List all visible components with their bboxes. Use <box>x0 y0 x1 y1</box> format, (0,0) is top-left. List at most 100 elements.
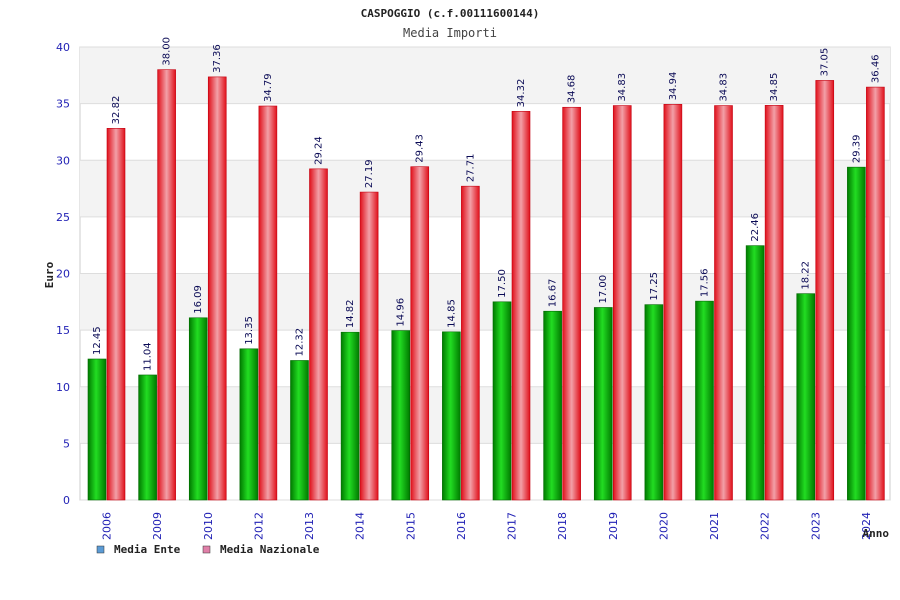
bar-ente <box>340 331 360 501</box>
value-label: 38.00 <box>162 37 173 66</box>
x-axis-ticks: 2006 2009 2010 2012 2013 2014 2015 2016 2017 2018… <box>101 512 873 540</box>
y-axis-ticks: 0 5 10 15 20 25 30 35 40 <box>56 41 70 507</box>
value-label: 34.83 <box>719 73 730 102</box>
y-axis-label: Euro <box>43 261 56 288</box>
value-label: 17.56 <box>700 268 711 297</box>
value-label: 34.32 <box>516 79 527 108</box>
bar-ente <box>492 301 512 501</box>
value-label: 16.67 <box>548 279 559 308</box>
bar-nazionale <box>815 80 835 501</box>
value-label: 17.50 <box>497 269 508 298</box>
value-label: 37.05 <box>820 48 831 77</box>
bar-ente <box>543 310 562 501</box>
value-label: 36.46 <box>870 54 881 83</box>
value-label: 34.68 <box>567 75 578 104</box>
legend: Media Ente Media Nazionale <box>96 543 320 556</box>
chart-subtitle: Media Importi <box>403 26 497 40</box>
bar-ente <box>87 358 107 501</box>
bar-ente <box>442 331 461 501</box>
bar-nazionale <box>714 105 733 501</box>
x-tick-label: 2010 <box>202 512 215 540</box>
y-tick-label: 40 <box>56 41 70 54</box>
value-label: 32.82 <box>111 96 122 125</box>
bar-nazionale <box>461 185 480 501</box>
x-tick-label: 2018 <box>556 512 569 540</box>
bar-ente <box>745 245 765 501</box>
bar-nazionale <box>207 76 227 501</box>
bar-ente <box>138 374 157 501</box>
bar-ente <box>695 300 714 501</box>
value-label: 34.79 <box>263 73 274 102</box>
y-tick-label: 5 <box>63 437 70 450</box>
bar-nazionale <box>612 105 632 501</box>
legend-label: Media Nazionale <box>220 543 320 556</box>
value-labels: 12.45 32.82 11.04 38.00 16.09 37.36 13.35 34.79… <box>92 37 881 371</box>
value-label: 12.32 <box>295 328 306 357</box>
x-tick-label: 2020 <box>657 512 670 540</box>
x-tick-label: 2023 <box>809 512 822 540</box>
x-tick-label: 2021 <box>708 512 721 540</box>
bar-nazionale <box>511 111 531 501</box>
value-label: 14.96 <box>396 298 407 327</box>
value-label: 17.00 <box>598 275 609 304</box>
legend-swatch <box>96 545 105 554</box>
bar-nazionale <box>359 191 379 501</box>
x-tick-label: 2016 <box>455 512 468 540</box>
y-tick-label: 0 <box>63 494 70 507</box>
value-label: 18.22 <box>801 261 812 290</box>
bar-ente <box>644 304 664 501</box>
bar-ente <box>847 166 866 501</box>
x-tick-label: 2024 <box>860 512 873 540</box>
y-tick-label: 35 <box>56 98 70 111</box>
x-tick-label: 2014 <box>354 512 367 540</box>
bars <box>87 69 885 501</box>
legend-label: Media Ente <box>114 543 181 556</box>
y-tick-label: 30 <box>56 154 70 167</box>
bar-nazionale <box>106 128 126 501</box>
bar-ente <box>593 307 613 501</box>
value-label: 12.45 <box>92 326 103 355</box>
bar-nazionale <box>663 104 683 501</box>
y-tick-label: 25 <box>56 211 70 224</box>
x-tick-label: 2009 <box>151 512 164 540</box>
bar-nazionale <box>562 106 581 501</box>
x-tick-label: 2012 <box>252 512 265 540</box>
x-tick-label: 2019 <box>607 512 620 540</box>
y-tick-label: 20 <box>56 268 70 281</box>
value-label: 14.82 <box>345 300 356 329</box>
bar-ente <box>188 317 208 501</box>
bar-nazionale <box>866 86 885 501</box>
bar-nazionale <box>309 168 328 501</box>
x-tick-label: 2006 <box>101 512 114 540</box>
value-label: 16.09 <box>193 285 204 314</box>
legend-swatch <box>202 545 211 554</box>
bar-nazionale <box>258 105 278 501</box>
bar-ente <box>290 360 309 501</box>
x-axis-label: Anno <box>863 527 890 540</box>
value-label: 17.25 <box>649 272 660 301</box>
value-label: 29.39 <box>851 135 862 164</box>
bar-ente <box>239 348 259 501</box>
value-label: 34.85 <box>769 73 780 102</box>
y-tick-label: 10 <box>56 381 70 394</box>
bar-nazionale <box>157 69 176 501</box>
bar-nazionale <box>764 105 784 501</box>
chart-title: CASPOGGIO (c.f.00111600144) <box>361 7 540 20</box>
value-label: 14.85 <box>446 299 457 328</box>
bar-nazionale <box>410 166 430 501</box>
value-label: 27.19 <box>364 159 375 188</box>
x-tick-label: 2013 <box>303 512 316 540</box>
x-tick-label: 2022 <box>759 512 772 540</box>
value-label: 29.24 <box>314 136 325 165</box>
x-tick-label: 2015 <box>404 512 417 540</box>
x-tick-label: 2017 <box>506 512 519 540</box>
value-label: 27.71 <box>465 154 476 183</box>
value-label: 37.36 <box>212 44 223 73</box>
y-tick-label: 15 <box>56 324 70 337</box>
bar-ente <box>796 293 816 501</box>
bar-ente <box>391 330 411 501</box>
value-label: 34.83 <box>617 73 628 102</box>
value-label: 34.94 <box>668 72 679 101</box>
value-label: 22.46 <box>750 213 761 242</box>
